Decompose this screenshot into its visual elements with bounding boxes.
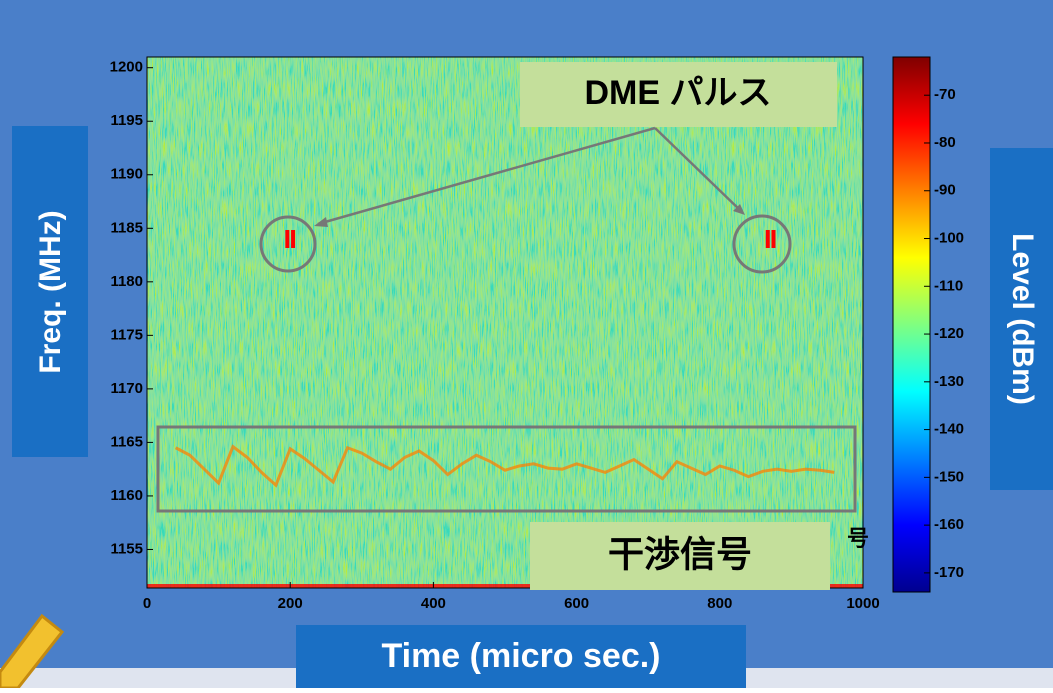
slide: 0 200 400 600 800 1000 1155 1160 1165 1170 1175 118… [0,0,1053,688]
x-tick-label: 400 [421,595,446,612]
x-tick-label: 800 [707,595,732,612]
colorbar-tick-label: -90 [934,182,956,199]
annotation-fragment: 号 [847,526,869,551]
colorbar-tick-label: -70 [934,86,956,103]
colorbar-tick-label: -170 [934,564,964,581]
annotation: DME パルス [585,74,772,112]
x-tick-label: 200 [278,595,303,612]
y-tick-label: 1195 [110,112,143,129]
y-tick-label: 1200 [110,59,143,76]
y-axis-label: Freq. (MHz) [34,210,67,373]
colorbar [893,57,930,592]
x-tick-label: 1000 [846,595,879,612]
colorbar-tick-label: -140 [934,421,964,438]
colorbar-tick-label: -150 [934,468,964,485]
x-tick-label: 0 [143,595,151,612]
y-tick-label: 1190 [110,166,143,183]
annotation: 干渉信号 [608,534,752,575]
y-tick-label: 1185 [110,219,143,236]
colorbar-tick-label: -100 [934,229,964,246]
dme-pulse [291,230,295,248]
dme-pulse [772,230,776,248]
y-tick-label: 1170 [110,380,143,397]
colorbar-tick-label: -130 [934,373,964,390]
colorbar-tick-label: -80 [934,134,956,151]
heatmap-texture [147,57,863,588]
x-axis-label: Time (micro sec.) [381,637,660,675]
y-tick-label: 1160 [110,487,143,504]
x-tick-label: 600 [564,595,589,612]
y-tick-label: 1180 [110,273,143,290]
colorbar-label: Level (dBm) [1006,233,1039,405]
y-tick-label: 1175 [110,326,143,343]
colorbar-tick-label: -120 [934,325,964,342]
dme-pulse [766,230,770,248]
dme-pulse [285,230,289,248]
y-tick-label: 1155 [110,540,143,557]
colorbar-tick-label: -110 [934,277,963,294]
colorbar-tick-label: -160 [934,516,964,533]
y-tick-label: 1165 [110,433,143,450]
